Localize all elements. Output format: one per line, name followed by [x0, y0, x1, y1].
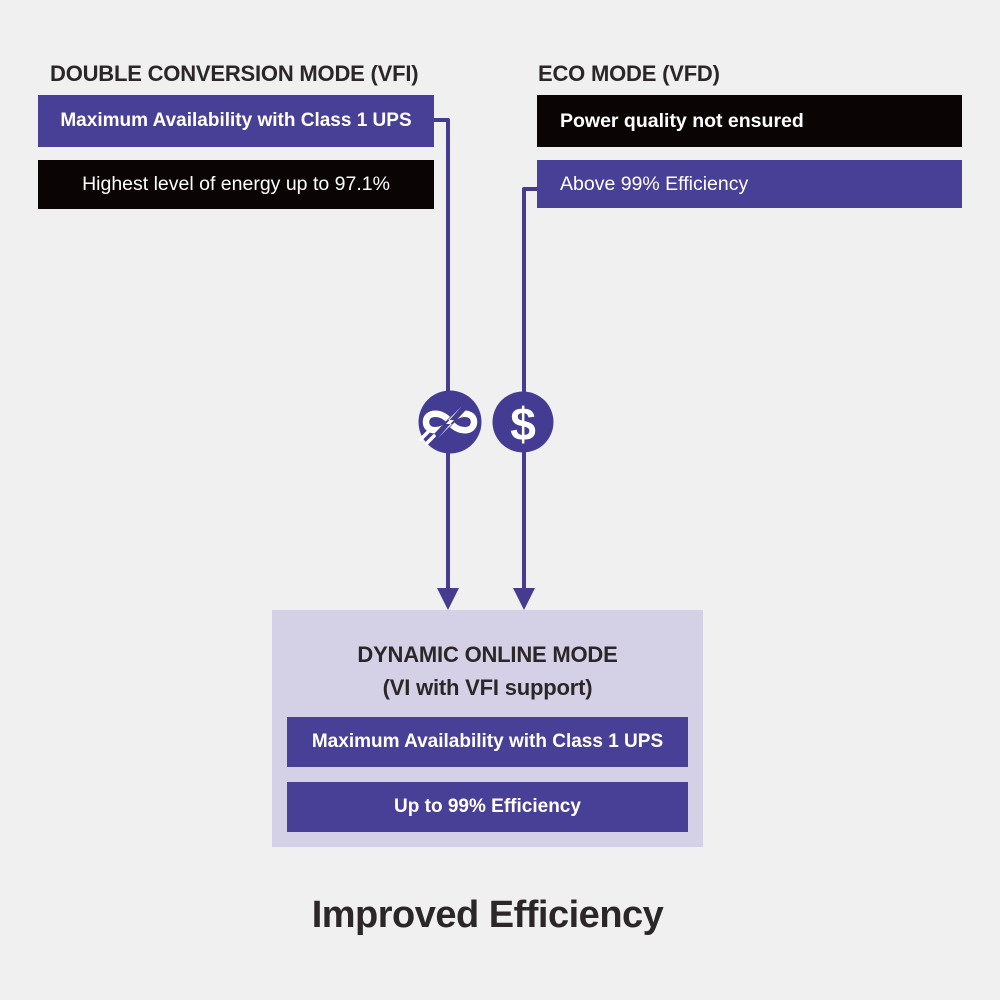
double-conversion-mode-heading: DOUBLE CONVERSION MODE (VFI) — [50, 61, 419, 86]
improved-efficiency-caption: Improved Efficiency — [311, 894, 664, 936]
eco-mode-heading: ECO MODE (VFD) — [538, 61, 720, 86]
right-bar-above-99-efficiency: Above 99% Efficiency — [537, 160, 962, 208]
result-box-title: DYNAMIC ONLINE MODE (VI with VFI support… — [272, 638, 703, 704]
dollar-glyph: $ — [510, 398, 536, 450]
result-box-title-line2: (VI with VFI support) — [382, 675, 593, 700]
left-bar-highest-energy: Highest level of energy up to 97.1% — [38, 160, 434, 209]
result-box-title-line1: DYNAMIC ONLINE MODE — [357, 642, 618, 667]
right-bar-power-quality: Power quality not ensured — [537, 95, 962, 147]
arrowhead-right-icon — [513, 588, 535, 610]
dollar-icon: $ — [492, 391, 554, 453]
connector-right — [522, 187, 537, 590]
continuous-power-icon — [418, 390, 482, 454]
result-bar-max-availability: Maximum Availability with Class 1 UPS — [287, 717, 688, 767]
result-bar-up-to-99-efficiency: Up to 99% Efficiency — [287, 782, 688, 832]
arrowhead-left-icon — [437, 588, 459, 610]
dynamic-online-mode-box: DYNAMIC ONLINE MODE (VI with VFI support… — [272, 610, 703, 847]
left-bar-max-availability: Maximum Availability with Class 1 UPS — [38, 95, 434, 147]
connector-left — [434, 118, 450, 590]
